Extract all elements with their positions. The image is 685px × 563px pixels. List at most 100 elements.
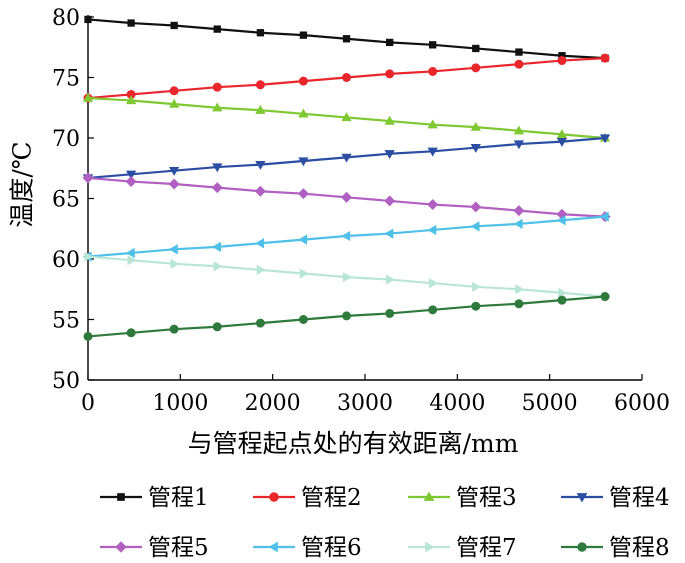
data-point (429, 278, 438, 289)
data-point (125, 170, 137, 180)
data-point (256, 264, 266, 276)
data-point (84, 251, 94, 262)
x-tick-label: 1000 (152, 391, 208, 416)
data-point (298, 314, 308, 324)
series-2 (83, 53, 610, 103)
data-point (385, 69, 395, 79)
y-tick-label: 60 (52, 248, 80, 273)
data-point (558, 287, 568, 299)
series-5 (82, 172, 611, 223)
y-tick-label: 75 (52, 67, 80, 92)
data-point (427, 147, 438, 157)
data-point (255, 238, 265, 249)
data-point (342, 73, 352, 83)
data-point (556, 129, 568, 139)
x-tick-label: 4000 (429, 391, 485, 416)
data-point (427, 119, 438, 129)
data-point (298, 108, 309, 118)
data-point (84, 15, 92, 24)
y-tick-label: 80 (52, 6, 80, 31)
data-point (212, 241, 221, 253)
y-tick-label: 55 (52, 309, 80, 334)
data-point (557, 295, 567, 305)
data-point (341, 230, 351, 242)
data-point (169, 98, 180, 108)
data-point (213, 261, 223, 272)
data-point (342, 272, 352, 283)
data-point (168, 244, 178, 255)
series-4 (82, 134, 611, 184)
data-point (599, 211, 609, 222)
data-point (513, 140, 525, 150)
data-point (255, 160, 266, 170)
data-point (126, 328, 136, 338)
data-point (427, 224, 437, 236)
legend-marker (115, 541, 127, 553)
data-point (513, 205, 525, 217)
data-point (254, 185, 266, 197)
data-point (428, 66, 438, 76)
data-point (82, 92, 94, 102)
data-point (342, 35, 351, 43)
x-axis-title: 与管程起点处的有效距离/mm (188, 429, 519, 458)
data-point (513, 218, 523, 230)
data-point (472, 281, 482, 292)
data-point (470, 121, 481, 131)
data-point (470, 221, 480, 232)
data-point (256, 29, 265, 37)
data-point (298, 76, 308, 86)
legend-label: 管程5 (148, 535, 209, 561)
legend-label: 管程2 (301, 485, 362, 511)
y-tick-label: 50 (52, 369, 80, 394)
y-axis-title: 温度/℃ (8, 141, 37, 227)
data-point (384, 228, 394, 239)
data-point (170, 258, 180, 269)
data-point (255, 80, 265, 90)
y-tick-label: 65 (52, 188, 80, 213)
data-point (384, 195, 396, 207)
data-point (212, 322, 222, 332)
data-point (556, 215, 566, 226)
data-point (514, 59, 524, 69)
data-point (127, 19, 135, 27)
legend-item: 管程4 (561, 485, 670, 511)
x-tick-label: 2000 (245, 391, 301, 416)
data-point (472, 44, 480, 53)
series-6 (82, 211, 609, 262)
data-point (169, 167, 180, 176)
data-point (471, 301, 481, 311)
data-point (600, 53, 610, 63)
data-point (385, 38, 394, 47)
series-3 (82, 92, 611, 142)
data-point (169, 86, 179, 96)
data-point (170, 21, 178, 30)
data-point (169, 324, 179, 334)
legend-marker (577, 542, 587, 552)
data-point (211, 182, 223, 194)
legend-item: 管程8 (561, 535, 670, 561)
x-tick-label: 6000 (614, 391, 670, 416)
data-point (557, 56, 567, 66)
legend-label: 管程6 (301, 535, 362, 561)
data-point (82, 172, 94, 184)
data-point (212, 163, 223, 173)
legend: 管程1 管程2 管程3 管程4 管程5 管程6 管程7 管程8 (100, 485, 670, 561)
data-point (255, 318, 265, 328)
data-point (470, 201, 482, 213)
legend-marker (576, 493, 588, 503)
data-point (127, 255, 137, 266)
legend-item: 管程7 (408, 535, 517, 561)
legend-item: 管程3 (408, 485, 517, 511)
data-point (255, 104, 266, 114)
data-point (299, 31, 308, 39)
legend-marker (117, 493, 125, 501)
legend-marker (268, 541, 278, 553)
data-point (514, 299, 524, 309)
data-point (341, 191, 352, 203)
data-point (341, 112, 352, 122)
legend-label: 管程8 (609, 535, 670, 561)
data-point (299, 268, 309, 279)
legend-marker (425, 541, 435, 553)
x-tick-label: 5000 (522, 391, 578, 416)
